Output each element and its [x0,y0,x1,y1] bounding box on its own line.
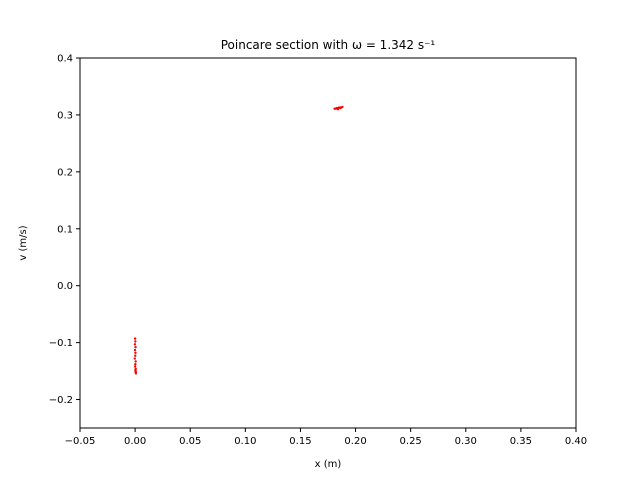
x-tick-label: 0.35 [510,436,532,447]
x-tick-label: 0.40 [565,436,587,447]
data-point [134,351,137,355]
x-axis: −0.05 0.00 0.05 0.10 0.15 0.20 0.25 0.30 0.35 0.4… [65,428,587,447]
y-tick-label: −0.1 [49,338,73,349]
y-tick-label: 0.2 [57,167,73,178]
data-point [341,105,344,109]
y-tick-label: 0.3 [57,110,73,121]
y-tick-label: −0.2 [49,395,73,406]
data-point [134,360,137,363]
data-point [134,340,137,343]
data-point [134,372,138,375]
axes-frame [79,57,577,429]
x-tick-label: 0.30 [455,436,477,447]
data-point [134,345,137,349]
x-tick-label: 0.10 [234,436,256,447]
data-point [133,365,137,368]
data-point [134,363,137,366]
y-tick-label: 0.0 [57,281,73,292]
plot-area [133,105,344,375]
data-point [134,354,137,357]
x-tick-label: 0.25 [400,436,422,447]
data-point [133,337,137,340]
data-point [133,343,137,346]
x-axis-label: x (m) [315,459,342,470]
data-point [338,106,342,110]
x-tick-label: −0.05 [65,436,96,447]
data-point [133,357,136,360]
x-tick-label: 0.00 [124,436,146,447]
x-tick-label: 0.05 [179,436,201,447]
chart-title: Poincare section with ω = 1.342 s⁻¹ [221,38,436,52]
data-point [336,108,340,111]
y-axis: −0.2 −0.1 0.0 0.1 0.2 0.3 0.4 [49,54,80,406]
data-point [133,348,137,352]
y-tick-label: 0.1 [57,224,73,235]
x-tick-label: 0.15 [289,436,311,447]
y-axis-label: v (m/s) [18,225,29,260]
x-tick-label: 0.20 [344,436,366,447]
y-tick-label: 0.4 [57,54,73,65]
